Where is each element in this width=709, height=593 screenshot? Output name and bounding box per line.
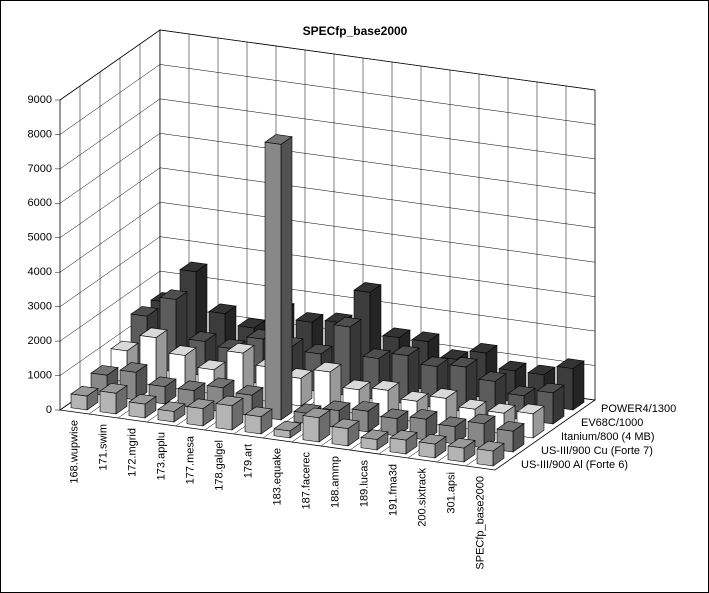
bar	[447, 437, 476, 463]
bar-front	[128, 401, 146, 419]
bar	[148, 376, 177, 405]
y-tick-label: 8000	[28, 128, 52, 140]
bar	[273, 420, 302, 439]
bar-side	[280, 136, 293, 421]
y-tick-label: 5000	[28, 232, 52, 244]
bar-front	[70, 393, 88, 411]
x-tick-label: 168.wupwise	[68, 420, 80, 484]
bar-front	[476, 448, 494, 467]
bar	[264, 134, 293, 421]
chart-title: SPECfp_base2000	[303, 24, 408, 38]
bar	[168, 345, 197, 391]
bar	[418, 433, 447, 459]
grid-line	[59, 167, 596, 238]
grid-line	[59, 201, 596, 273]
bar-front	[186, 406, 204, 427]
grid-line	[59, 98, 596, 170]
bar-front	[447, 445, 465, 463]
x-tick-label: 187.facerec	[300, 452, 312, 510]
x-tick-label: 178.galgel	[213, 440, 225, 491]
bar	[409, 409, 438, 441]
series-label: EV68C/1000	[581, 417, 643, 429]
series-label: US-III/900 Al (Forte 6)	[521, 459, 628, 471]
y-tick-label: 3000	[28, 301, 52, 313]
bar	[351, 401, 380, 433]
grid-line	[59, 133, 596, 204]
bar-front	[99, 390, 117, 415]
y-tick-label: 4000	[28, 266, 52, 278]
y-tick-label: 2000	[28, 335, 52, 347]
x-tick-label: 177.mesa	[184, 435, 196, 484]
grid-line	[59, 236, 596, 307]
bar	[389, 429, 418, 455]
x-tick-label: SPECfp_base2000	[474, 476, 486, 570]
bar	[360, 429, 389, 451]
bar	[556, 358, 585, 411]
grid-line	[59, 64, 596, 135]
bar-front	[157, 409, 175, 423]
bar-side	[572, 360, 585, 411]
bar	[186, 398, 215, 427]
y-tick-label: 1000	[28, 369, 52, 381]
bar-front	[360, 437, 378, 451]
x-tick-label: 172.mgrid	[126, 428, 138, 477]
bar-front	[302, 415, 320, 443]
bar	[157, 401, 186, 423]
bar	[128, 393, 157, 419]
x-tick-label: 171.swim	[97, 424, 109, 470]
y-tick-label: 9000	[28, 94, 52, 106]
bar	[99, 383, 128, 415]
bar	[313, 361, 342, 411]
series-label: US-III/900 Cu (Forte 7)	[541, 445, 653, 457]
x-tick-label: 200.sixtrack	[416, 468, 428, 527]
bar	[302, 407, 331, 443]
y-tick-label: 6000	[28, 197, 52, 209]
bar-front	[331, 426, 349, 447]
bar-front	[244, 414, 262, 435]
bar-front	[313, 369, 331, 411]
grid-line	[59, 270, 596, 342]
x-tick-label: 179.art	[242, 444, 254, 478]
bar-front	[418, 441, 436, 459]
x-tick-label: 189.lucas	[358, 460, 370, 508]
y-tick-label: 7000	[28, 163, 52, 175]
x-tick-label: 301.apsi	[445, 472, 457, 514]
series-label: POWER4/1300	[601, 403, 676, 415]
bar-front	[380, 416, 398, 437]
bar-front	[215, 403, 233, 431]
bar	[333, 316, 362, 397]
bar	[244, 406, 273, 435]
x-tick-label: 183.equake	[271, 448, 283, 506]
bar	[536, 382, 565, 425]
grid-line	[59, 29, 596, 101]
bar	[380, 408, 409, 437]
bar	[331, 418, 360, 447]
bar	[476, 440, 505, 467]
y-tick-label: 0	[46, 404, 52, 416]
bar-front	[264, 141, 282, 421]
bar-front	[389, 437, 407, 455]
x-tick-label: 173.applu	[155, 432, 167, 480]
x-tick-label: 191.fma3d	[387, 464, 399, 516]
bar	[70, 385, 99, 411]
bar	[215, 395, 244, 431]
bar-front	[273, 428, 291, 439]
series-label: Itanium/800 (4 MB)	[561, 431, 655, 443]
x-tick-label: 188.ammp	[329, 456, 341, 508]
